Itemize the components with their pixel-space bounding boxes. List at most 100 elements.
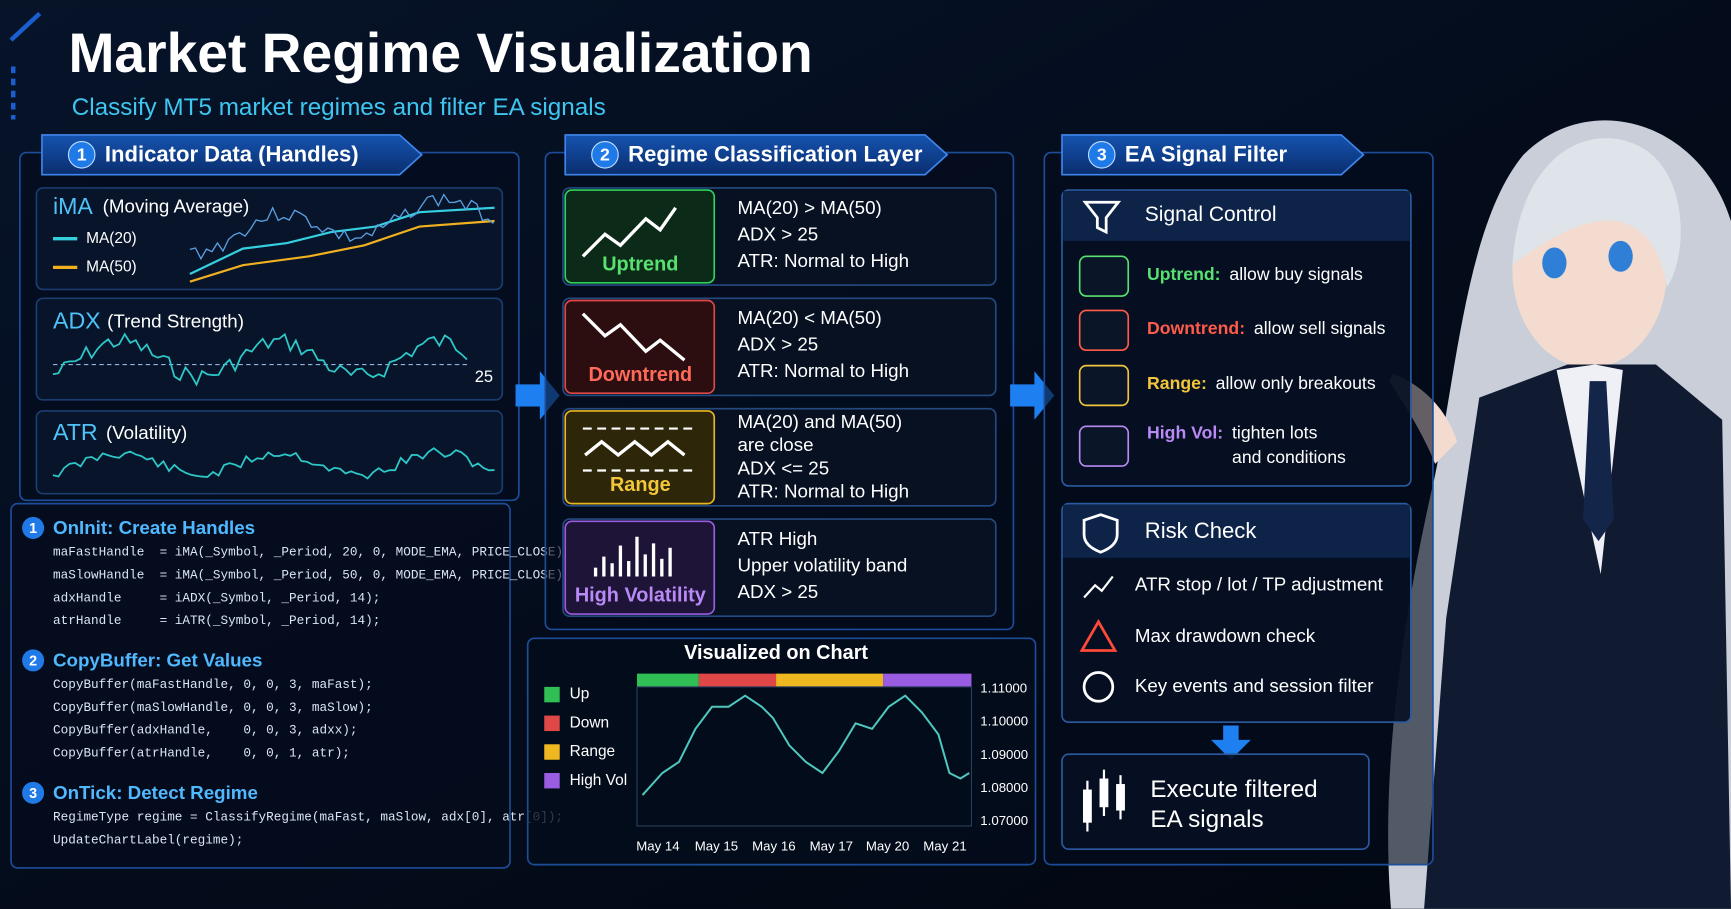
signal-control-box [1061,189,1412,487]
code-line: CopyBuffer(adxHandle, 0, 0, 3, adxx); [53,723,358,738]
regime-rule: are close [737,434,813,455]
adx-line [52,332,468,387]
signal-icon [1078,425,1130,467]
signal-text: allow only breakouts [1216,373,1376,393]
y-tick-label: 1.11000 [980,681,1027,696]
candle-body [1099,778,1109,808]
indicator-name: ADX [53,308,101,334]
chart-panel [526,637,1037,866]
regime-band [883,673,972,687]
legend-label: Up [570,686,590,703]
icon-bar [618,545,623,577]
regime-icon-box [564,189,716,284]
code-line: atrHandle = iATR(_Symbol, _Period, 14); [53,613,380,628]
risk-icon [1082,671,1115,703]
candle-body [1116,784,1125,811]
indicator-desc: (Volatility) [106,422,187,443]
flow-arrow [1010,371,1055,420]
signal-icon [1078,255,1130,297]
regime-rule: ATR: Normal to High [737,481,909,502]
code-line: CopyBuffer(maFastHandle, 0, 0, 3, maFast… [53,677,373,692]
code-line: UpdateChartLabel(regime); [53,832,243,847]
regime-icon [593,536,672,577]
risk-item: ATR stop / lot / TP adjustment [1135,573,1384,594]
icon-bar [660,558,664,577]
panel-title: Indicator Data (Handles) [105,142,359,167]
x-tick-label: May 14 [636,838,679,853]
step-badge [591,140,619,169]
regime-rule: ATR: Normal to High [737,360,909,381]
icon-bar [643,554,647,577]
signal-text: and conditions [1232,447,1346,467]
y-tick-label: 1.10000 [980,714,1028,729]
regime-rule: MA(20) < MA(50) [737,307,881,328]
box-title: Signal Control [1145,203,1277,226]
code-panel [10,502,511,869]
x-tick-label: May 21 [923,838,966,853]
legend-swatch [544,772,560,789]
signal-label: High Vol: [1147,423,1223,443]
plot-area [636,686,973,827]
signal-icon [1078,309,1130,352]
regime-icon-box [564,410,716,505]
ima-box [35,187,504,291]
signal-text: allow sell signals [1254,318,1386,338]
signal-text: allow buy signals [1229,264,1363,284]
regime-rule: MA(20) > MA(50) [737,197,881,218]
step-badge [22,781,45,804]
code-section-title: OnTick: Detect Regime [53,782,258,803]
execute-box [1061,753,1370,850]
indicator-desc: (Trend Strength) [107,311,244,332]
regime-rule: MA(20) and MA(50) [737,411,902,432]
regime-rule: ATR High [737,528,817,549]
legend-label: MA(50) [86,258,137,275]
price-line [189,193,494,261]
candle-body [1082,789,1092,823]
panel-tab [564,134,949,176]
step-badge [67,140,96,169]
step-number: 1 [77,145,87,165]
execute-text: Execute filtered [1150,776,1317,803]
step-number: 2 [600,145,610,165]
regime-band [698,673,777,687]
panel-title: Regime Classification Layer [628,142,923,167]
funnel-icon [1082,200,1122,235]
step-badge [1087,140,1116,169]
indicator-name: ATR [53,419,98,445]
regime-icon [582,427,694,472]
x-tick-label: May 20 [866,838,909,853]
step-number: 3 [29,786,37,802]
code-section-title: OnInit: Create Handles [53,517,255,538]
code-line: maSlowHandle = iMA(_Symbol, _Period, 50,… [53,567,571,582]
legend-label: MA(20) [86,230,137,247]
icon-line [584,439,686,458]
page-subtitle: Classify MT5 market regimes and filter E… [72,94,606,121]
risk-item: Key events and session filter [1135,675,1374,696]
indicator-desc: (Moving Average) [103,196,250,217]
code-line: maFastHandle = iMA(_Symbol, _Period, 20,… [53,545,571,560]
code-line: CopyBuffer(atrHandle, 0, 0, 1, atr); [53,746,350,761]
icon-bar [593,567,598,577]
regime-rule: ADX > 25 [737,223,818,244]
icon-bar [610,563,614,577]
icon-bar [602,556,606,577]
icon-line [581,206,677,258]
signal-text: tighten lots [1232,423,1318,443]
chart-title: Visualized on Chart [684,642,868,664]
step-badge [22,649,45,672]
signal-label: Downtrend: [1147,318,1245,338]
signal-label: Range: [1147,373,1207,393]
step-badge [22,516,45,539]
code-line: CopyBuffer(maSlowHandle, 0, 0, 3, maSlow… [53,700,373,715]
regime-label: High Volatility [575,585,706,607]
risk-item: Max drawdown check [1135,625,1316,646]
legend-swatch [544,686,560,703]
legend-label: Down [570,714,609,731]
regime-icon [581,206,677,258]
panel-title: EA Signal Filter [1125,142,1288,167]
regime-label: Uptrend [602,253,678,275]
ma-line [189,206,495,275]
icon-line [581,312,686,362]
icon-bar [668,547,672,577]
